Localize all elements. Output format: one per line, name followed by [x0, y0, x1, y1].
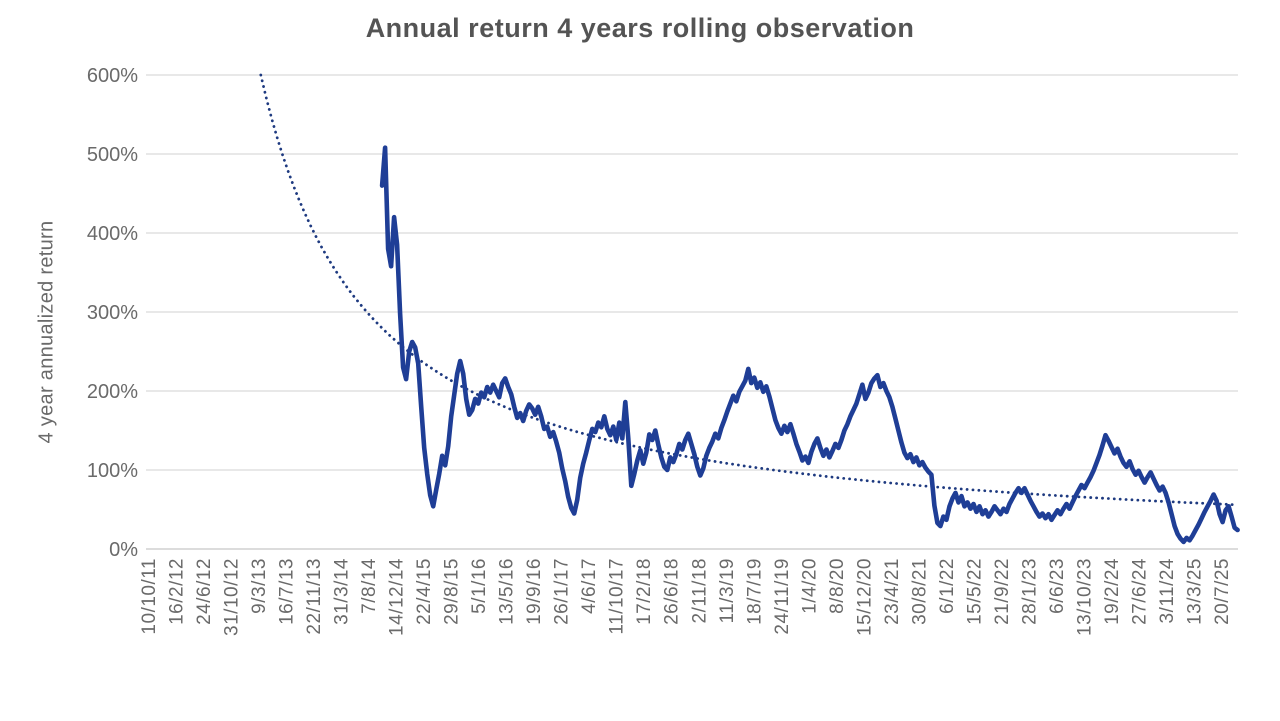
x-tick-label: 19/2/24 [1102, 558, 1123, 625]
x-tick-label: 27/6/24 [1129, 558, 1150, 625]
x-tick-label: 24/11/19 [772, 558, 793, 635]
x-tick-label: 21/9/22 [992, 558, 1013, 625]
main-series-line [379, 145, 1240, 545]
x-tick-label: 11/3/19 [717, 558, 738, 623]
y-tick-label: 400% [87, 223, 138, 245]
x-tick-label: 24/6/12 [194, 558, 215, 625]
x-tick-label: 13/3/25 [1184, 558, 1205, 625]
x-tick-label: 19/9/16 [524, 558, 545, 625]
y-tick-label: 500% [87, 144, 138, 166]
x-tick-label: 14/12/14 [387, 558, 408, 636]
x-tick-label: 20/7/25 [1212, 558, 1233, 625]
x-tick-label: 15/12/20 [854, 558, 875, 636]
x-tick-label: 22/11/13 [304, 558, 325, 635]
x-tick-label: 6/1/22 [937, 558, 958, 614]
chart-title: Annual return 4 years rolling observatio… [365, 13, 915, 43]
x-tick-label: 3/11/24 [1157, 558, 1178, 623]
x-tick-label: 18/7/19 [744, 558, 765, 625]
x-tick-label: 16/7/13 [277, 558, 298, 625]
x-tick-label: 11/10/17 [607, 558, 628, 635]
y-tick-label: 200% [87, 381, 138, 403]
x-tick-label: 2/11/18 [689, 558, 710, 623]
x-tick-label: 4/6/17 [579, 558, 600, 614]
x-tick-label: 26/1/17 [552, 558, 573, 625]
x-tick-label: 31/10/12 [222, 558, 243, 636]
x-tick-label: 8/8/20 [827, 558, 848, 614]
x-tick-label: 31/3/14 [332, 558, 353, 625]
x-tick-label: 30/8/21 [909, 558, 930, 625]
x-tick-label: 23/4/21 [882, 558, 903, 625]
x-tick-label: 29/8/15 [442, 558, 463, 625]
x-tick-label: 22/4/15 [414, 558, 435, 625]
y-tick-label: 300% [87, 302, 138, 324]
x-tick-label: 28/1/23 [1019, 558, 1040, 625]
x-tick-label: 5/1/16 [469, 558, 490, 614]
x-tick-label: 7/8/14 [359, 558, 380, 614]
x-tick-label: 15/5/22 [964, 558, 985, 625]
y-tick-label: 100% [87, 460, 138, 482]
x-tick-label: 9/3/13 [249, 558, 270, 614]
x-tick-label: 16/2/12 [167, 558, 188, 625]
trendline-dotted [259, 73, 1237, 507]
y-tick-label: 600% [87, 65, 138, 87]
x-tick-label: 6/6/23 [1047, 558, 1068, 614]
y-tick-label: 0% [109, 539, 138, 561]
x-tick-label: 17/2/18 [634, 558, 655, 625]
x-tick-label: 26/6/18 [662, 558, 683, 625]
x-tick-label: 1/4/20 [799, 558, 820, 614]
x-tick-label: 10/10/11 [139, 558, 160, 635]
x-tick-label: 13/5/16 [497, 558, 518, 625]
x-tick-label: 13/10/23 [1074, 558, 1095, 636]
